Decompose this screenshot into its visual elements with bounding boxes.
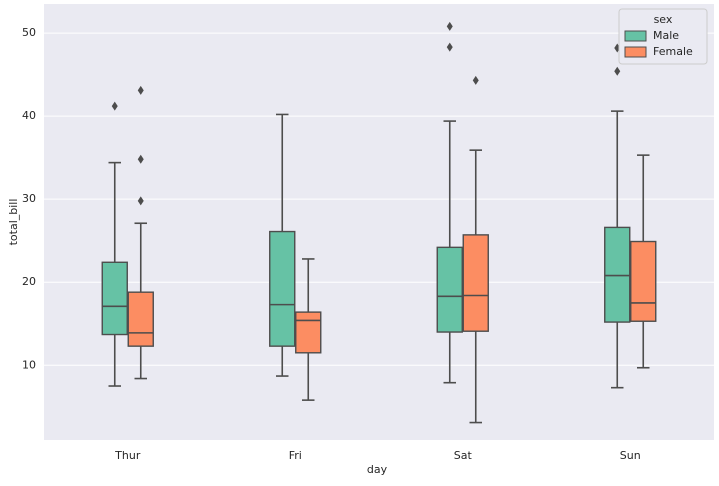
box <box>101 261 128 336</box>
box-group <box>127 85 154 380</box>
x-tick-label: Thur <box>114 449 141 462</box>
legend-title: sex <box>654 13 673 26</box>
y-tick-label: 50 <box>22 26 36 39</box>
box-group <box>436 21 463 384</box>
legend-label: Female <box>653 45 693 58</box>
outlier <box>137 85 144 95</box>
box-group <box>604 43 631 389</box>
box <box>630 240 657 322</box>
legend-swatch <box>624 30 647 42</box>
outlier <box>137 154 144 164</box>
box-group <box>295 258 322 401</box>
x-tick-label: Sat <box>454 449 473 462</box>
box-group <box>462 75 489 424</box>
box-group <box>101 101 128 387</box>
box <box>295 311 322 354</box>
plot-area <box>44 4 714 440</box>
outlier <box>446 21 453 31</box>
x-tick-label: Sun <box>620 449 641 462</box>
box <box>127 291 154 347</box>
outlier <box>614 66 621 76</box>
legend: sex Male Female <box>618 8 708 65</box>
box <box>269 230 296 347</box>
box <box>462 234 489 332</box>
box <box>604 226 631 323</box>
outlier <box>446 42 453 52</box>
outlier <box>472 75 479 85</box>
x-axis-label: day <box>367 463 388 476</box>
y-tick-label: 10 <box>22 358 36 371</box>
box-group <box>630 154 657 369</box>
y-tick-label: 40 <box>22 109 36 122</box>
y-axis-label: total_bill <box>7 199 20 246</box>
outlier <box>137 196 144 206</box>
outlier <box>111 101 118 111</box>
legend-swatch <box>624 46 647 58</box>
box <box>436 246 463 333</box>
y-tick-label: 20 <box>22 275 36 288</box>
x-tick-label: Fri <box>289 449 302 462</box>
legend-label: Male <box>653 29 679 42</box>
box-group <box>269 113 296 377</box>
y-tick-label: 30 <box>22 192 36 205</box>
